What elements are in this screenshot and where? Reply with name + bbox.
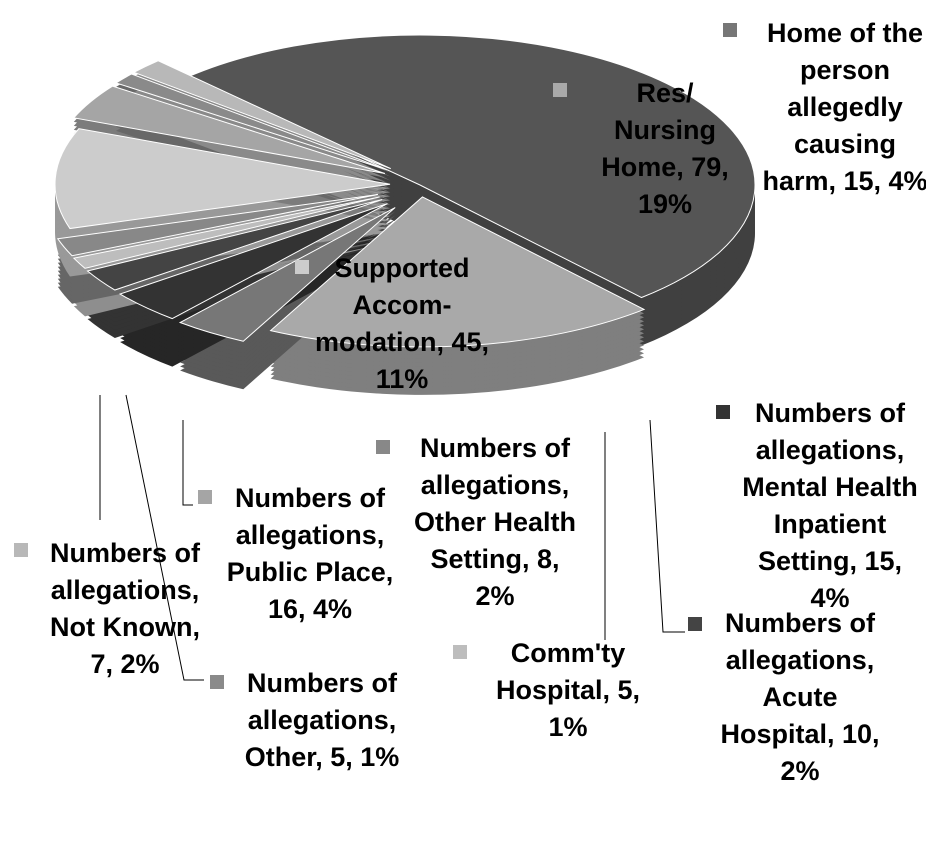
data-label: Numbers of allegations, Public Place, 16… bbox=[226, 483, 394, 624]
leader-line bbox=[649, 419, 685, 633]
slice bbox=[114, 73, 389, 171]
leader-line bbox=[125, 394, 204, 681]
label-key bbox=[716, 405, 730, 419]
slice bbox=[269, 196, 646, 348]
leader-line bbox=[182, 420, 193, 506]
slice bbox=[118, 203, 388, 320]
label-key bbox=[723, 23, 737, 37]
slice bbox=[56, 194, 378, 257]
data-label: Numbers of allegations, Mental Health In… bbox=[742, 398, 918, 613]
label-key bbox=[553, 83, 567, 97]
label-key bbox=[210, 675, 224, 689]
data-label: Supported Accom-modation, 45, 11% bbox=[314, 253, 490, 394]
slice bbox=[132, 60, 391, 170]
slice bbox=[86, 199, 383, 291]
label-key bbox=[453, 645, 467, 659]
label-key bbox=[14, 543, 28, 557]
data-label: Comm'ty Hospital, 5, 1% bbox=[495, 638, 641, 742]
label-key bbox=[688, 617, 702, 631]
slice bbox=[72, 196, 380, 269]
label-key bbox=[295, 260, 309, 274]
slice bbox=[54, 128, 391, 230]
label-key bbox=[198, 490, 212, 504]
slice bbox=[186, 34, 756, 299]
data-label: Numbers of allegations, Acute Hospital, … bbox=[720, 608, 880, 786]
data-label: Numbers of allegations, Not Known, 7, 2% bbox=[49, 538, 201, 679]
data-label: Numbers of allegations, Other Health Set… bbox=[413, 433, 577, 611]
data-label: Numbers of allegations, Other, 5, 1% bbox=[244, 668, 400, 772]
data-label: Home of the person allegedly causing har… bbox=[762, 18, 926, 196]
label-key bbox=[376, 440, 390, 454]
data-label: Res/ Nursing Home, 79, 19% bbox=[601, 78, 729, 219]
slice bbox=[72, 85, 386, 174]
slice bbox=[178, 207, 396, 342]
